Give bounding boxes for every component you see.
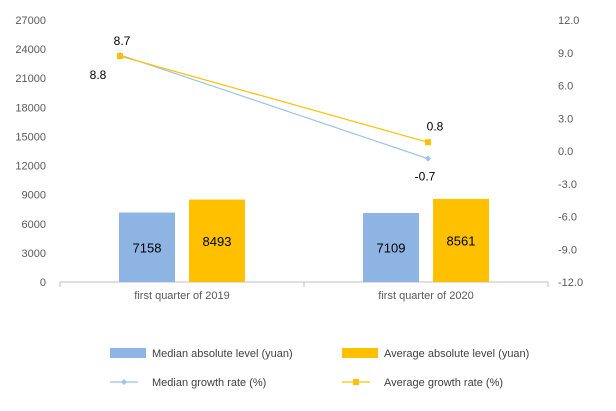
x-category-label: first quarter of 2020 [378, 290, 473, 302]
legend-swatch [342, 348, 378, 358]
y-left-tick-label: 12000 [15, 161, 46, 173]
legend-marker-square [353, 379, 359, 385]
bar [363, 213, 419, 282]
chart-axes: 0 3000 6000 9000 12000 15000 18000 21000 24000 27… [15, 15, 583, 302]
y-right-tick-label: -6.0 [558, 212, 577, 224]
bar-data-label: 7158 [133, 240, 162, 255]
line-data-label: 8.7 [114, 34, 131, 48]
line-data-label: 8.8 [90, 68, 107, 82]
y-left-tick-label: 15000 [15, 131, 46, 143]
y-left-tick-label: 0 [40, 277, 46, 289]
y-right-tick-label: -3.0 [558, 179, 577, 191]
bar [433, 198, 489, 282]
series-line [119, 55, 429, 143]
chart-lines [117, 51, 431, 162]
y-right-tick-label: -9.0 [558, 244, 577, 256]
y-right-tick-label: 0.0 [558, 146, 573, 158]
y-left-tick-label: 6000 [22, 219, 46, 231]
legend-label: Median absolute level (yuan) [152, 348, 293, 360]
line-marker-diamond [425, 155, 431, 162]
y-right-tick-label: 3.0 [558, 113, 573, 125]
legend-swatch [110, 348, 146, 358]
y-left-tick-label: 9000 [22, 190, 46, 202]
legend-marker-diamond [121, 379, 127, 385]
y-right-tick-label: -12.0 [558, 277, 583, 289]
line-marker-square [117, 53, 123, 60]
y-left-tick-label: 21000 [15, 73, 46, 85]
y-right-tick-label: 9.0 [558, 48, 573, 60]
line-data-label: 0.8 [427, 119, 444, 133]
chart-data-labels: 7158 8493 7109 8561 8.8 -0.7 8.7 0.8 [90, 34, 476, 255]
bar [189, 199, 245, 282]
chart-bars [119, 198, 489, 282]
legend-label: Median growth rate (%) [152, 377, 266, 389]
y-left-tick-label: 3000 [22, 248, 46, 260]
y-right-tick-label: 12.0 [558, 15, 579, 27]
legend-label: Average growth rate (%) [384, 377, 503, 389]
y-left-tick-label: 24000 [15, 44, 46, 56]
y-left-tick-label: 18000 [15, 102, 46, 114]
bar-data-label: 8561 [447, 233, 476, 248]
chart-legend: Median absolute level (yuan) Average abso… [110, 348, 529, 389]
bar-data-label: 7109 [377, 241, 406, 256]
x-category-label: first quarter of 2019 [134, 290, 229, 302]
series-line [119, 54, 429, 160]
legend-label: Average absolute level (yuan) [384, 348, 529, 360]
bar [119, 212, 175, 282]
y-left-tick-label: 27000 [15, 15, 46, 27]
line-data-label: -0.7 [415, 170, 436, 184]
line-marker-square [425, 139, 431, 146]
bar-data-label: 8493 [203, 234, 232, 249]
y-right-tick-label: 6.0 [558, 81, 573, 93]
